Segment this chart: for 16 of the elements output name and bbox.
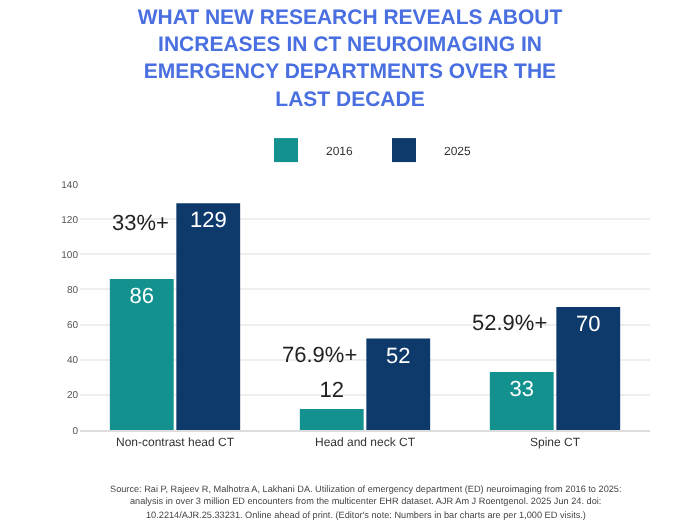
data-label: 86 <box>129 284 155 309</box>
data-label: 12 <box>319 378 344 403</box>
bar <box>366 338 431 430</box>
bar <box>489 372 554 430</box>
data-label: 52 <box>386 344 411 369</box>
annotation: 33%+ <box>112 212 169 236</box>
data-label: 33 <box>509 378 534 403</box>
chart-title: WHAT NEW RESEARCH REVEALS ABOUT INCREASES IN CT NEUROIMAGING IN EMERGENCY DEPARTMENTS OVER THE LAST DECADE <box>137 5 564 112</box>
data-label: 129 <box>189 209 227 234</box>
bar <box>109 278 174 430</box>
bar <box>176 203 241 430</box>
annotation: 76.9%+ <box>282 344 358 368</box>
annotation: 52.9%+ <box>472 312 548 336</box>
bar <box>299 408 364 430</box>
data-label: 70 <box>576 313 601 337</box>
bar <box>556 307 621 430</box>
